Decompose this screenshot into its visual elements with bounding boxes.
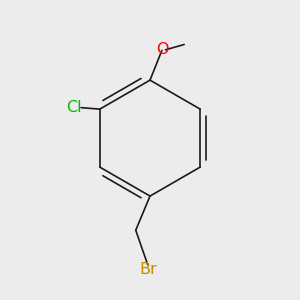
Text: Br: Br xyxy=(140,262,158,277)
Text: Cl: Cl xyxy=(66,100,82,115)
Text: O: O xyxy=(156,42,169,57)
